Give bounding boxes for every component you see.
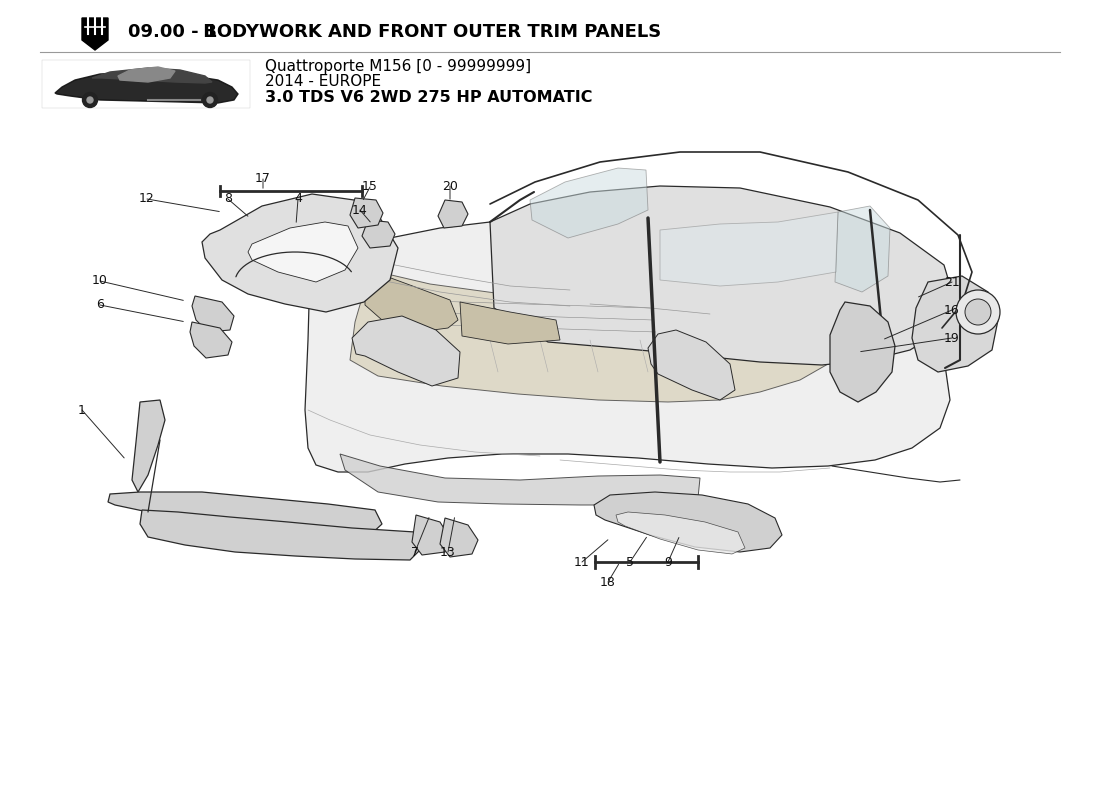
Polygon shape [438,200,468,228]
Text: 3.0 TDS V6 2WD 275 HP AUTOMATIC: 3.0 TDS V6 2WD 275 HP AUTOMATIC [265,90,593,105]
Text: 4: 4 [294,193,301,206]
Text: Quattroporte M156 [0 - 99999999]: Quattroporte M156 [0 - 99999999] [265,59,531,74]
Polygon shape [92,68,212,83]
Polygon shape [82,18,108,50]
Text: 11: 11 [574,555,590,569]
Polygon shape [362,220,395,248]
Polygon shape [350,270,835,402]
Text: 6: 6 [96,298,103,311]
Circle shape [202,93,218,107]
Polygon shape [660,212,838,286]
Text: 9: 9 [664,555,672,569]
Polygon shape [192,296,234,332]
Text: 13: 13 [440,546,455,558]
Text: 19: 19 [944,331,960,345]
Polygon shape [55,72,238,103]
Polygon shape [594,492,782,552]
Text: 20: 20 [442,179,458,193]
Text: 18: 18 [601,575,616,589]
Polygon shape [835,206,890,292]
Polygon shape [248,222,358,282]
Polygon shape [440,518,478,557]
Text: 09.00 - 1: 09.00 - 1 [128,23,218,41]
Polygon shape [340,454,700,505]
Text: BODYWORK AND FRONT OUTER TRIM PANELS: BODYWORK AND FRONT OUTER TRIM PANELS [197,23,661,41]
Text: 16: 16 [944,303,960,317]
Text: 10: 10 [92,274,108,287]
Polygon shape [305,218,950,472]
Polygon shape [352,316,460,386]
Circle shape [82,93,98,107]
Text: 17: 17 [255,173,271,186]
Text: 1: 1 [78,403,86,417]
Polygon shape [830,302,895,402]
Text: 5: 5 [626,555,634,569]
Text: 21: 21 [944,275,960,289]
Polygon shape [190,322,232,358]
Polygon shape [530,168,648,238]
Polygon shape [912,276,998,372]
Polygon shape [490,186,955,365]
Polygon shape [140,510,425,560]
Circle shape [965,299,991,325]
Text: 7: 7 [411,546,419,558]
Circle shape [956,290,1000,334]
Text: 8: 8 [224,193,232,206]
FancyBboxPatch shape [42,60,250,108]
Text: 15: 15 [362,181,378,194]
Text: 14: 14 [352,203,367,217]
Polygon shape [108,492,382,535]
Polygon shape [616,512,745,554]
Polygon shape [460,302,560,344]
Circle shape [87,97,94,103]
Polygon shape [132,400,165,492]
Polygon shape [412,515,450,555]
Text: 2014 - EUROPE: 2014 - EUROPE [265,74,381,90]
Circle shape [207,97,213,103]
Polygon shape [350,198,383,228]
Polygon shape [365,274,458,332]
Polygon shape [648,330,735,400]
Polygon shape [118,67,175,82]
Text: 12: 12 [139,193,155,206]
Polygon shape [202,194,398,312]
